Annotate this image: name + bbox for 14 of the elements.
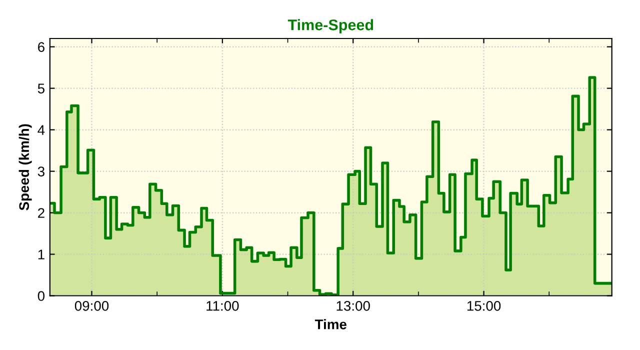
x-tick-label: 11:00 [206, 300, 239, 311]
x-axis-title: Time [314, 319, 346, 330]
y-tick-label: 5 [38, 84, 44, 94]
chart-title: Time-Speed [288, 19, 374, 34]
y-tick-label: 2 [38, 208, 44, 218]
y-tick-label: 0 [38, 291, 45, 301]
y-tick-label: 4 [38, 125, 45, 135]
y-tick-label: 6 [38, 42, 44, 52]
x-tick-label: 13:00 [336, 300, 370, 311]
x-tick-label: 09:00 [74, 300, 109, 311]
y-tick-label: 3 [38, 166, 44, 176]
x-tick-label: 15:00 [467, 300, 501, 311]
y-axis-title: Speed (km/h) [18, 124, 32, 210]
y-tick-label: 1 [38, 250, 44, 260]
